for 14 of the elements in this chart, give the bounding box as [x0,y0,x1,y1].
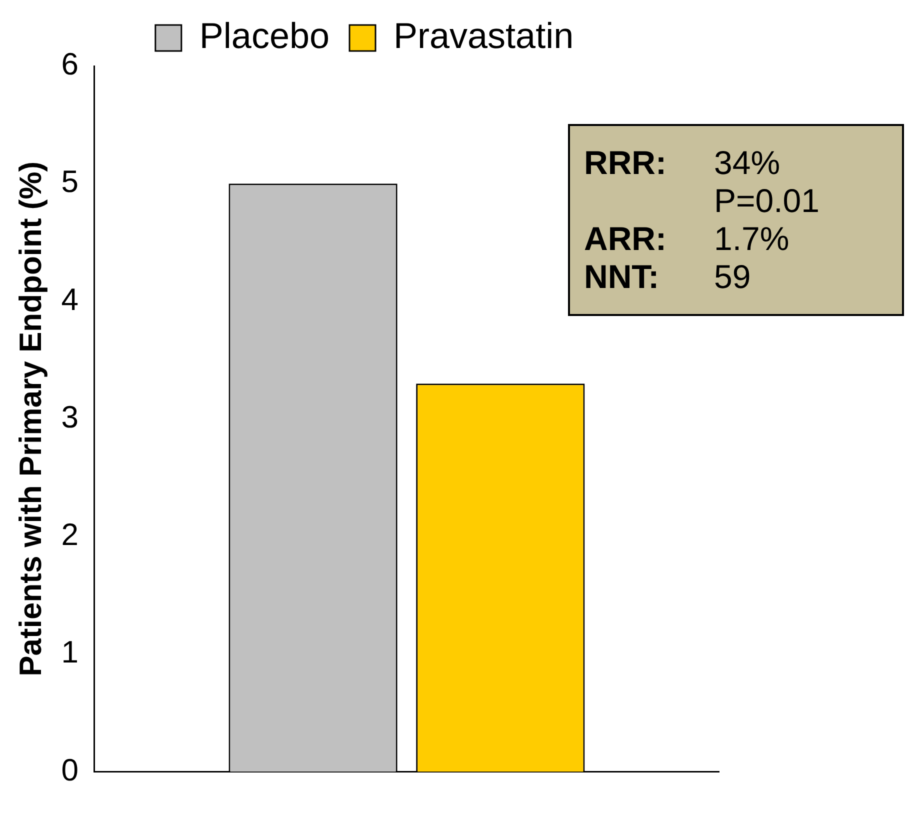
y-tick-label: 3 [61,399,78,434]
legend-label: Placebo [199,14,330,56]
y-tick-label: 4 [61,282,78,317]
y-tick-label: 1 [61,634,78,670]
annotation: P=0.01 [714,182,820,220]
text: NNT: 59 [584,258,751,295]
text: RRR: 34% [584,144,780,181]
y-tick-label: 6 [61,46,78,82]
y-tick-label: 5 [61,164,78,200]
legend-label: Pravastatin [394,14,574,56]
y-axis-title: Patients with Primary Endpoint (%) [13,161,48,676]
text: ARR: 1.7% [584,220,790,257]
y-tick-label: 2 [61,517,78,552]
y-tick-label: 0 [61,752,78,788]
